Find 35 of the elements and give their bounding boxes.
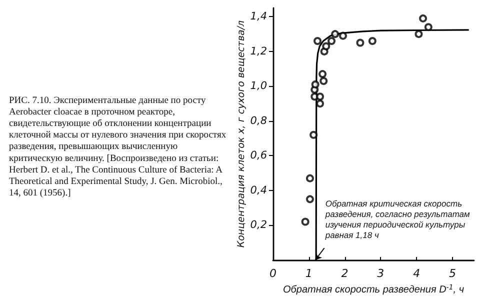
x-tick-label: 0 — [270, 267, 276, 280]
x-tick-label: 5 — [448, 267, 456, 280]
point — [414, 30, 423, 38]
y-tick-label: 1,2 — [250, 45, 268, 58]
chart-title: РИС. 7.10. Экспериментальные данные по росту Aerobacter cloacae в проточном реакторе, свидетельствующие об отклонении концентрации клеточной массы от нулевого значения при скоростях разведения, превышающих вычисленную критическую величину. [Воспроизведено из статьи: Herbert D. et al., The Continuous Culture of Bacteria: A Theoretical and Experimental Study, J. Gen. Microbiol., 14, 601 (1956).] — [9, 96, 226, 199]
point — [310, 130, 318, 139]
point — [328, 37, 336, 46]
y-tick-label: 0,6 — [250, 150, 268, 162]
point — [320, 76, 328, 85]
point — [331, 30, 340, 38]
y-tick-label: 1,4 — [250, 10, 267, 23]
point — [368, 37, 376, 46]
point — [356, 38, 364, 47]
point — [338, 32, 347, 40]
x-tick-label: 2 — [341, 267, 348, 280]
y-axis-title: Концентрация клеток x, г сухого вещества/л — [236, 20, 247, 248]
y-tick-label: 0,4 — [250, 184, 267, 196]
x-tick-label: 3 — [377, 267, 384, 280]
point — [424, 23, 432, 32]
annotation: Обратная критическая скорость разведения, согласно результатам изучения периодической культуры равная 1,18 ч — [324, 198, 470, 240]
point — [306, 195, 314, 204]
point — [311, 80, 320, 88]
x-tick-label: 1 — [305, 267, 312, 280]
x-tick-label: 4 — [413, 267, 420, 280]
point — [301, 218, 310, 226]
point — [314, 37, 322, 46]
point — [316, 92, 324, 101]
y-tick-label: 0,8 — [250, 114, 268, 127]
point — [419, 14, 428, 22]
point — [306, 174, 314, 182]
point — [318, 70, 327, 78]
y-tick-label: 1,0 — [250, 80, 268, 92]
point — [322, 42, 330, 50]
y-tick-label: 0,2 — [250, 219, 268, 232]
point — [316, 100, 324, 108]
